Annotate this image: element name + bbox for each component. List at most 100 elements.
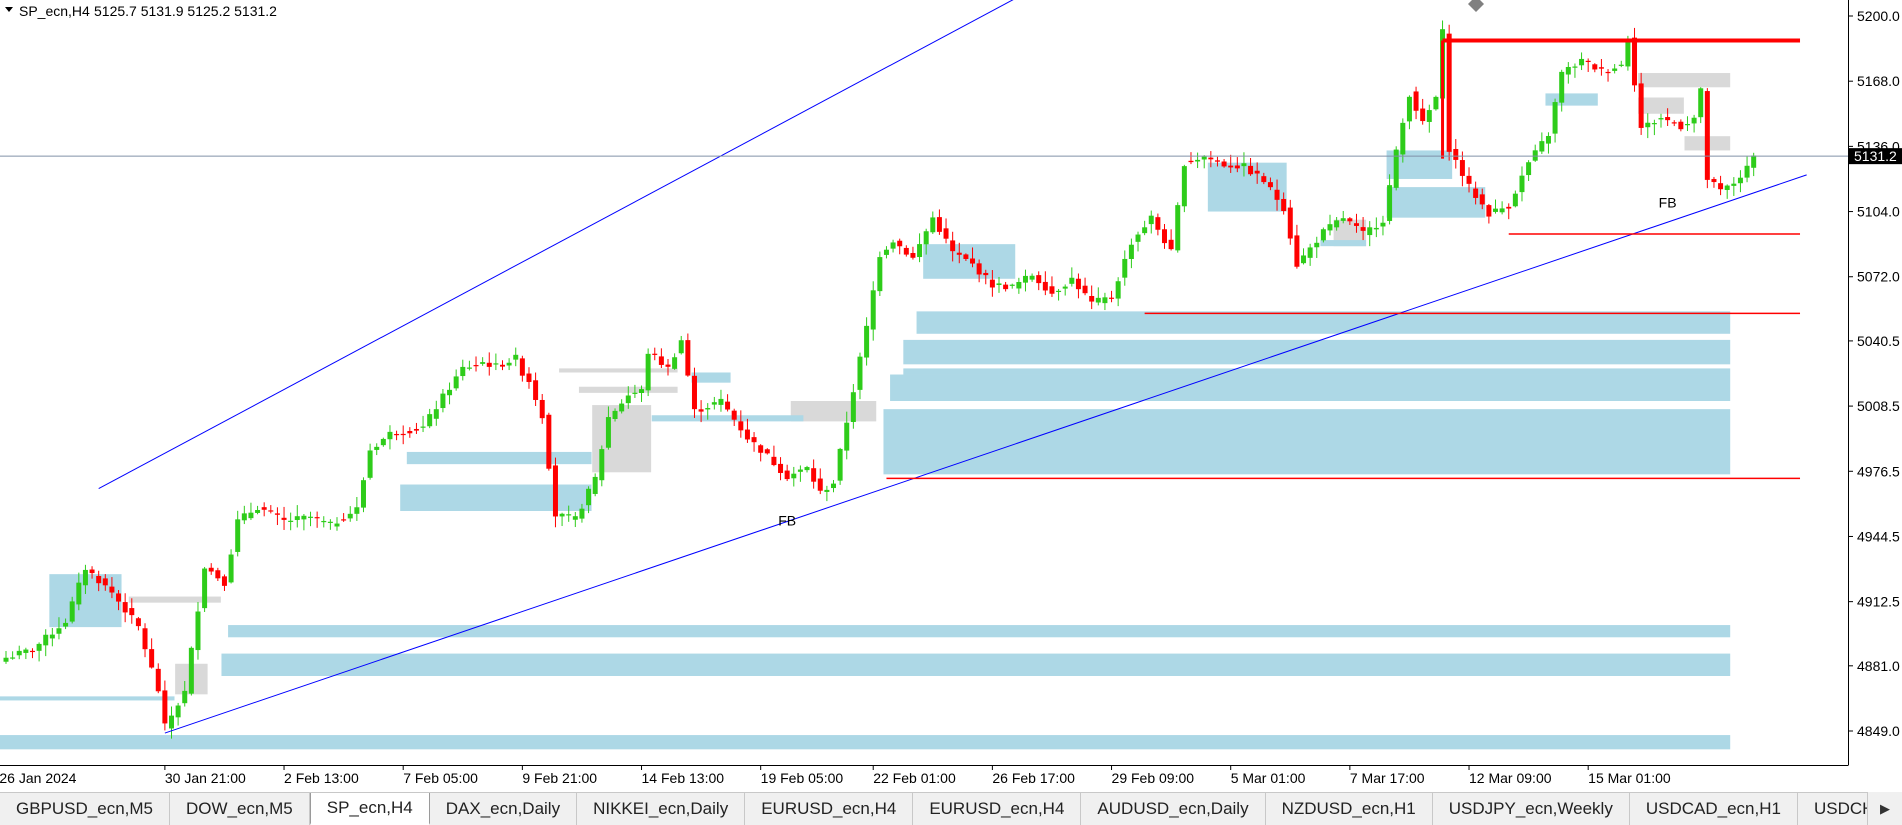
candle-body: [877, 257, 883, 292]
fb-annotation: FB: [1659, 194, 1677, 210]
x-tick-label: 7 Feb 05:00: [403, 770, 478, 786]
candle-body: [1287, 207, 1293, 239]
y-tick-label: 5168.0: [1857, 73, 1900, 89]
price-chart[interactable]: FBFB5200.05168.05136.05104.05072.05040.5…: [0, 0, 1902, 792]
candle-body: [599, 449, 605, 481]
candle-body: [1605, 71, 1611, 74]
candle-body: [678, 340, 684, 354]
current-price-label: 5131.2: [1854, 148, 1897, 164]
candle-body: [619, 403, 625, 412]
tab-usdcad-ecn-h1[interactable]: USDCAD_ecn,H1: [1630, 793, 1798, 825]
current-price-badge: [1849, 148, 1902, 165]
candle-body: [49, 634, 55, 639]
candle-body: [1135, 234, 1141, 242]
candle-body: [645, 353, 651, 391]
candle-body: [1003, 284, 1009, 290]
candle-body: [625, 395, 631, 404]
candle-body: [725, 401, 731, 410]
chart-area[interactable]: FB FB 5200.0 5168.0 5136.0 5104.0 5072.0 5040.5…: [0, 0, 1902, 792]
tab-dow-ecn-m5[interactable]: DOW_ecn,M5: [170, 793, 310, 825]
tab-gbpusd-ecn-m5[interactable]: GBPUSD_ecn,M5: [0, 793, 170, 825]
candle-body: [129, 608, 135, 616]
candle-body: [3, 657, 9, 662]
candle-body: [447, 389, 453, 396]
dropdown-triangle-icon[interactable]: [5, 7, 13, 12]
supply-zone-gray: [559, 368, 678, 373]
candle-body: [890, 242, 896, 249]
candle-body: [963, 254, 969, 259]
candle-body: [1665, 117, 1671, 121]
candle-body: [1598, 67, 1604, 69]
candle-body: [453, 376, 459, 389]
candle-body: [831, 483, 836, 489]
candle-body: [314, 517, 320, 519]
candle-body: [261, 507, 267, 510]
candle-body: [235, 519, 241, 552]
candle-body: [1036, 275, 1042, 284]
candle-body: [1737, 177, 1743, 184]
channel-trendline[interactable]: [98, 0, 1032, 490]
tab-usdjpy-ecn-weekly[interactable]: USDJPY_ecn,Weekly: [1433, 793, 1630, 825]
channel-trendline[interactable]: [164, 174, 1807, 734]
candle-body: [1532, 150, 1538, 161]
candle-body: [592, 476, 598, 494]
candle-body: [1069, 277, 1075, 284]
candle-body: [248, 512, 254, 519]
candle-body: [1638, 83, 1644, 128]
tab-nikkei-ecn-daily[interactable]: NIKKEI_ecn,Daily: [577, 793, 746, 825]
candle-body: [672, 357, 678, 369]
demand-zone-blue: [1320, 240, 1367, 247]
candle-body: [1585, 60, 1591, 63]
candle-body: [817, 478, 823, 491]
candle-body: [228, 554, 234, 583]
candle-body: [473, 365, 479, 367]
candle-body: [1678, 121, 1684, 130]
candle-body: [1645, 122, 1651, 128]
candle-body: [943, 228, 949, 239]
diamond-marker-icon: [1468, 0, 1484, 12]
candle-body: [903, 247, 909, 255]
candle-body: [347, 513, 353, 519]
candle-body: [321, 520, 327, 523]
chart-symbol-label: SP_ecn,H4: [19, 3, 90, 19]
x-tick-label: 19 Feb 05:00: [761, 770, 844, 786]
candle-body: [1473, 188, 1479, 198]
candle-body: [1095, 297, 1101, 303]
candle-body: [1718, 183, 1724, 190]
candle-body: [1751, 155, 1757, 168]
candle-body: [652, 353, 658, 355]
candle-body: [1214, 160, 1220, 162]
candle-body: [1301, 255, 1307, 264]
candle-body: [500, 364, 505, 367]
candle-body: [1526, 162, 1532, 176]
candle-body: [857, 356, 863, 390]
candle-body: [76, 582, 82, 605]
demand-zone-blue: [400, 484, 592, 511]
candle-body: [1671, 122, 1677, 124]
tab-eurusd-ecn-h4[interactable]: EURUSD_ecn,H4: [745, 793, 914, 825]
candle-body: [1102, 297, 1108, 304]
tab-eurusd-ecn-h4[interactable]: EURUSD_ecn,H4: [913, 793, 1082, 825]
candle-body: [539, 399, 545, 419]
candle-body: [1340, 218, 1346, 221]
tab-scroll-right-button[interactable]: ▶: [1867, 792, 1902, 825]
demand-zone-blue: [228, 625, 1731, 638]
candle-body: [983, 272, 989, 276]
tab-nzdusd-ecn-h1[interactable]: NZDUSD_ecn,H1: [1266, 793, 1433, 825]
tab-audusd-ecn-daily[interactable]: AUDUSD_ecn,Daily: [1081, 793, 1266, 825]
candle-body: [1234, 165, 1240, 169]
candle-body: [632, 392, 638, 394]
tab-sp-ecn-h4[interactable]: SP_ecn,H4: [309, 793, 430, 825]
candle-body: [804, 467, 810, 471]
candle-body: [936, 217, 942, 232]
candle-body: [758, 445, 764, 453]
candle-body: [844, 422, 850, 451]
candle-body: [360, 480, 366, 508]
candle-body: [996, 283, 1002, 286]
candle-body: [63, 622, 69, 627]
candle-body: [1493, 208, 1498, 212]
candle-body: [691, 375, 697, 410]
tab-dax-ecn-daily[interactable]: DAX_ecn,Daily: [430, 793, 578, 825]
candle-body: [466, 367, 472, 369]
candle-body: [1294, 235, 1300, 267]
